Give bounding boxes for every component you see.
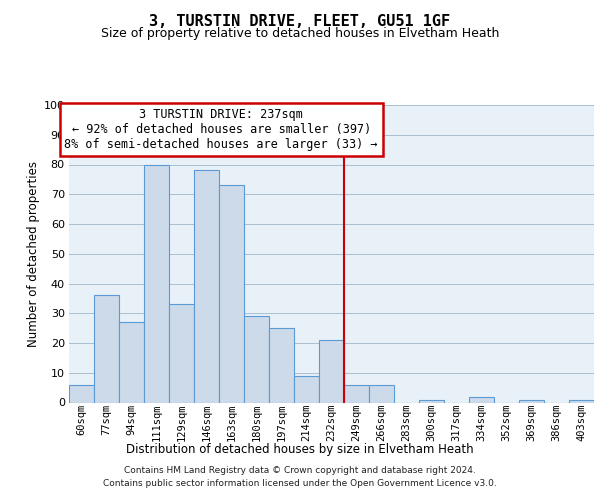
Bar <box>519 400 544 402</box>
Bar <box>269 328 294 402</box>
Y-axis label: Number of detached properties: Number of detached properties <box>26 161 40 347</box>
Text: Size of property relative to detached houses in Elvetham Heath: Size of property relative to detached ho… <box>101 28 499 40</box>
Bar <box>169 304 194 402</box>
Bar <box>369 384 394 402</box>
Bar <box>144 164 169 402</box>
Bar <box>319 340 344 402</box>
Bar <box>419 400 444 402</box>
Bar <box>344 384 369 402</box>
Text: Distribution of detached houses by size in Elvetham Heath: Distribution of detached houses by size … <box>126 442 474 456</box>
Bar <box>219 186 244 402</box>
Bar <box>244 316 269 402</box>
Bar <box>469 396 494 402</box>
Bar <box>119 322 144 402</box>
Bar <box>94 296 119 403</box>
Bar <box>194 170 219 402</box>
Bar <box>69 384 94 402</box>
Bar <box>294 376 319 402</box>
Text: 3, TURSTIN DRIVE, FLEET, GU51 1GF: 3, TURSTIN DRIVE, FLEET, GU51 1GF <box>149 14 451 29</box>
Text: 3 TURSTIN DRIVE: 237sqm
← 92% of detached houses are smaller (397)
8% of semi-de: 3 TURSTIN DRIVE: 237sqm ← 92% of detache… <box>64 108 378 151</box>
Bar <box>569 400 594 402</box>
Text: Contains HM Land Registry data © Crown copyright and database right 2024.
Contai: Contains HM Land Registry data © Crown c… <box>103 466 497 487</box>
